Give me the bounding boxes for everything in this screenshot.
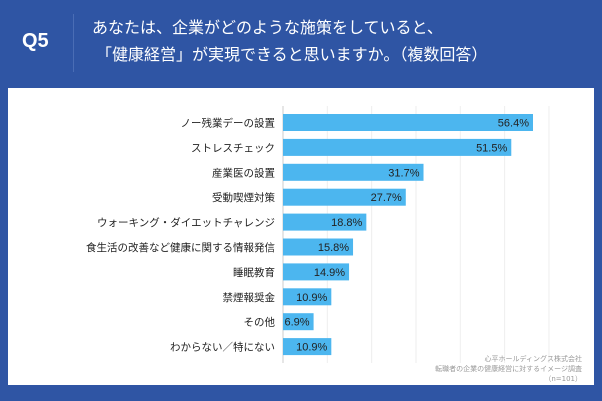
bar <box>283 288 332 306</box>
bar <box>283 114 533 131</box>
category-label: その他 <box>244 316 276 329</box>
category-label: 産業医の設置 <box>212 166 275 179</box>
bar <box>283 138 512 156</box>
source-line-3: （n=101） <box>544 375 582 383</box>
bar <box>283 338 332 356</box>
bar <box>283 313 314 331</box>
data-label: 14.9% <box>314 267 345 279</box>
data-label: 27.7% <box>371 192 402 204</box>
bar <box>283 188 406 206</box>
data-label: 10.9% <box>296 292 327 304</box>
chart-panel: ノー残業デーの設置 56.4% ストレスチェック 51.5% 産業医の設置 31.7% 受動… <box>8 88 594 385</box>
data-label: 56.4% <box>498 118 529 130</box>
category-label: ストレスチェック <box>191 142 275 154</box>
data-label: 6.9% <box>285 317 310 329</box>
source-line-1: 心平ホールディングス株式会社 <box>484 355 582 363</box>
category-label: 食生活の改善など健康に関する情報発信 <box>86 241 275 254</box>
title-line-1: あなたは、企業がどのような施策をしていると、 <box>92 18 443 37</box>
question-title: あなたは、企業がどのような施策をしていると、 「健康経営」が実現できると思います… <box>92 14 487 68</box>
category-label: わからない／特にない <box>170 342 275 354</box>
title-line-2: 「健康経営」が実現できると思いますか。（複数回答） <box>96 45 488 64</box>
category-label: 受動喫煙対策 <box>212 191 275 204</box>
bar <box>283 263 350 281</box>
data-label: 15.8% <box>318 242 349 254</box>
bar-chart: ノー残業デーの設置 56.4% ストレスチェック 51.5% 産業医の設置 31.7% 受動… <box>86 106 550 363</box>
bar <box>283 213 367 231</box>
data-label: 18.8% <box>331 217 362 229</box>
data-label: 51.5% <box>476 142 507 154</box>
source-line-2: 転職者の企業の健康経営に対するイメージ調査 <box>435 365 582 373</box>
source-note: 心平ホールディングス株式会社 転職者の企業の健康経営に対するイメージ調査 （n=… <box>435 354 582 384</box>
data-label: 31.7% <box>388 167 419 179</box>
bar <box>283 163 424 181</box>
header-divider <box>73 14 74 72</box>
bar <box>283 238 354 256</box>
category-label: ノー残業デーの設置 <box>181 117 276 130</box>
question-number: Q5 <box>22 30 49 52</box>
data-label: 10.9% <box>296 342 327 354</box>
category-label: ウォーキング・ダイエットチャレンジ <box>97 216 275 229</box>
category-label: 睡眠教育 <box>233 266 275 279</box>
category-label: 禁煙報奨金 <box>223 291 276 304</box>
